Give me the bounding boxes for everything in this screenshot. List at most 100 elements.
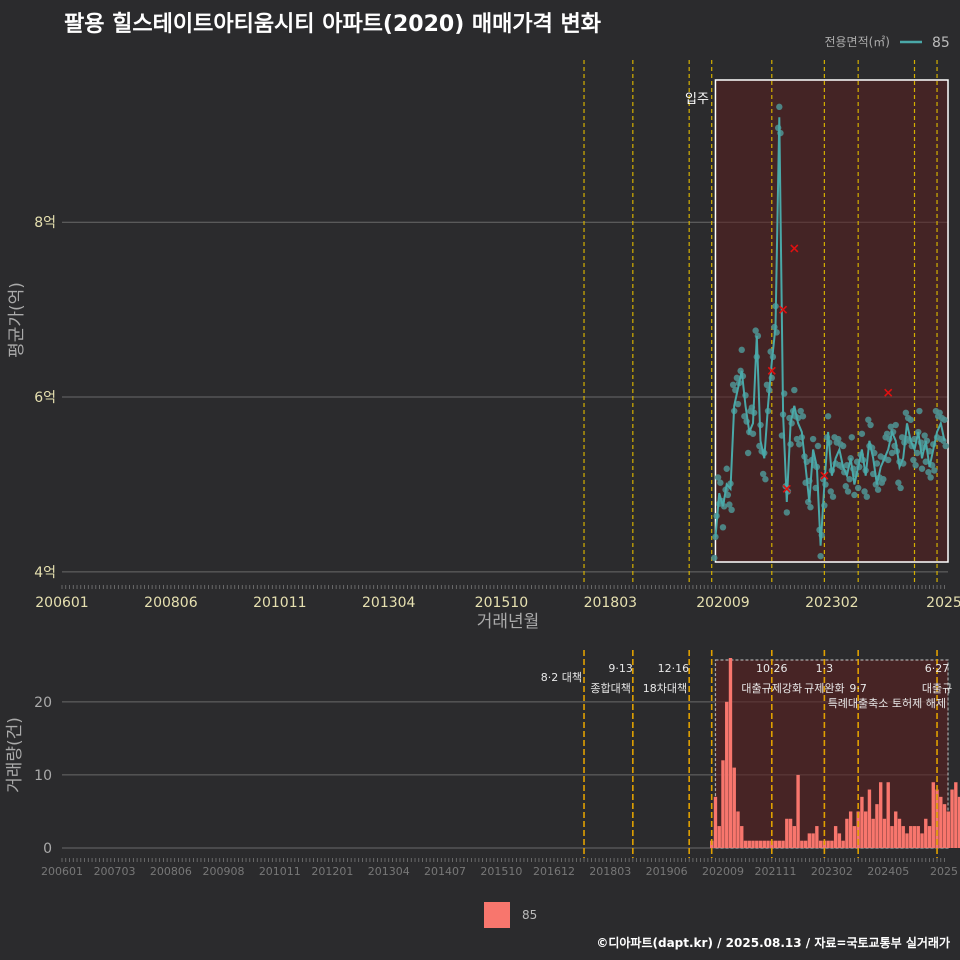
volume-x-tick-label: 202302 bbox=[811, 865, 853, 878]
price-point bbox=[824, 413, 832, 420]
price-point bbox=[763, 381, 771, 389]
policy-label-top: 6·27 bbox=[925, 662, 950, 675]
legend-title: 전용면적(㎡) bbox=[824, 35, 890, 49]
price-point bbox=[941, 416, 948, 423]
price-point bbox=[922, 458, 929, 465]
price-x-tick-label: 2025 bbox=[926, 595, 960, 611]
price-point bbox=[776, 103, 783, 111]
volume-highlight bbox=[714, 659, 949, 849]
volume-bar bbox=[751, 840, 755, 848]
price-point bbox=[724, 491, 732, 499]
price-point bbox=[910, 456, 917, 464]
price-point bbox=[936, 409, 943, 416]
volume-bar bbox=[924, 818, 928, 848]
volume-bar bbox=[815, 826, 819, 848]
price-point bbox=[749, 430, 757, 437]
volume-bar bbox=[886, 782, 890, 848]
price-point bbox=[846, 476, 853, 483]
price-x-tick-label: 202302 bbox=[805, 595, 858, 611]
price-point bbox=[814, 442, 822, 450]
volume-y-tick-label: 10 bbox=[34, 768, 52, 784]
volume-x-tick-label: 201304 bbox=[368, 865, 410, 878]
price-point bbox=[918, 465, 926, 472]
volume-bar bbox=[856, 811, 860, 848]
price-point bbox=[842, 483, 849, 490]
price-point bbox=[887, 423, 895, 430]
price-point bbox=[858, 430, 866, 437]
volume-bar bbox=[807, 833, 812, 848]
price-point bbox=[867, 421, 874, 429]
area-legend: 전용면적(㎡) 85 bbox=[824, 35, 949, 51]
volume-bar bbox=[837, 833, 842, 848]
price-point bbox=[733, 374, 741, 382]
price-point bbox=[885, 456, 892, 464]
volume-bar bbox=[946, 811, 950, 848]
volume-bar bbox=[867, 789, 872, 848]
volume-bar bbox=[803, 840, 808, 848]
volume-bar bbox=[717, 826, 721, 848]
price-point bbox=[809, 435, 817, 443]
bottom-legend-label: 85 bbox=[522, 908, 538, 922]
price-point bbox=[759, 470, 767, 478]
policy-label-bottom: 8·2 대책 bbox=[541, 671, 582, 684]
price-x-tick-label: 201304 bbox=[362, 595, 416, 611]
price-series-line bbox=[714, 117, 946, 546]
price-highlight bbox=[714, 79, 949, 563]
volume-x-tick-label: 201407 bbox=[424, 865, 466, 878]
volume-bar bbox=[860, 796, 864, 848]
volume-bar bbox=[954, 782, 958, 848]
volume-x-tick-label: 201906 bbox=[646, 865, 688, 878]
price-point bbox=[925, 469, 932, 476]
volume-x-tick-label: 200601 bbox=[41, 865, 83, 878]
price-point bbox=[848, 434, 855, 441]
volume-bar bbox=[935, 789, 939, 848]
price-point bbox=[734, 400, 742, 408]
price-policy-lines bbox=[583, 60, 938, 585]
price-point bbox=[723, 465, 730, 472]
price-point bbox=[913, 449, 921, 457]
price-point bbox=[835, 435, 842, 443]
volume-bar bbox=[852, 826, 857, 848]
price-point bbox=[861, 488, 868, 495]
volume-bar bbox=[920, 833, 924, 848]
volume-highlight-box bbox=[714, 659, 949, 849]
volume-y-tick-label: 20 bbox=[34, 695, 52, 711]
price-point bbox=[752, 327, 759, 334]
volume-bar bbox=[818, 840, 823, 848]
volume-bar bbox=[747, 840, 751, 848]
price-cross-mark bbox=[820, 471, 829, 480]
price-point bbox=[719, 524, 727, 531]
price-point bbox=[738, 346, 745, 354]
volume-bar bbox=[909, 826, 913, 848]
price-x-tick-label: 201803 bbox=[584, 595, 637, 611]
price-point bbox=[873, 460, 881, 467]
volume-bar bbox=[766, 840, 770, 848]
price-point bbox=[728, 506, 735, 514]
price-y-tick-label: 6억 bbox=[34, 390, 56, 406]
policy-label-top: 1·3 bbox=[816, 662, 834, 675]
price-point bbox=[892, 421, 899, 429]
volume-bar bbox=[792, 826, 797, 848]
volume-bar bbox=[879, 782, 883, 848]
price-point bbox=[880, 476, 887, 483]
price-point bbox=[717, 479, 724, 486]
volume-bar bbox=[833, 826, 838, 848]
price-point bbox=[783, 509, 791, 516]
volume-bar bbox=[740, 826, 744, 848]
price-point bbox=[796, 441, 803, 448]
volume-bar bbox=[758, 840, 763, 848]
volume-bar bbox=[755, 840, 759, 848]
price-chart: 4억 6억 8억 200601 200806 201011 201304 201510 201… bbox=[7, 35, 960, 632]
price-x-tick-label: 201011 bbox=[253, 595, 306, 611]
price-point bbox=[902, 409, 910, 416]
price-cross-mark bbox=[767, 366, 776, 375]
volume-bar bbox=[800, 840, 804, 848]
price-point bbox=[916, 407, 923, 415]
price-y-tick-label: 4억 bbox=[34, 565, 56, 581]
volume-bar bbox=[841, 840, 845, 848]
volume-bar bbox=[871, 818, 875, 848]
volume-bar bbox=[743, 840, 748, 848]
policy-label-bottom: 18차대책 bbox=[643, 682, 687, 695]
price-highlight-box bbox=[714, 79, 949, 563]
price-point bbox=[927, 474, 934, 481]
